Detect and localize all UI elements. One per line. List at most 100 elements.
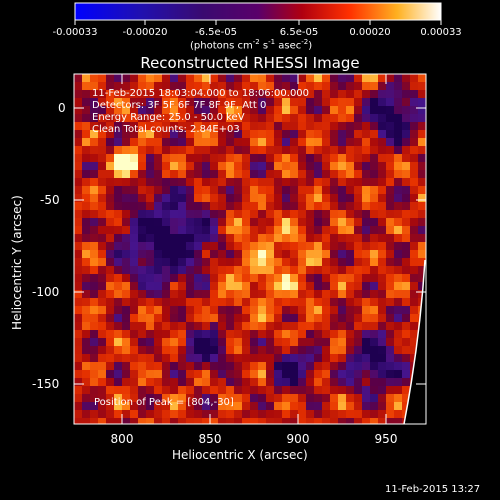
- heatmap-cell: [378, 354, 386, 362]
- heatmap-cell: [338, 162, 346, 170]
- heatmap-cell: [82, 146, 90, 154]
- heatmap-cell: [354, 394, 362, 402]
- heatmap-cell: [330, 338, 338, 346]
- heatmap-cell: [322, 234, 330, 242]
- heatmap-cell: [290, 122, 298, 130]
- heatmap-cell: [298, 170, 306, 178]
- heatmap-cell: [186, 250, 194, 258]
- heatmap-cell: [418, 194, 426, 202]
- heatmap-cell: [250, 98, 258, 106]
- heatmap-cell: [298, 274, 306, 282]
- heatmap-cell: [370, 106, 378, 114]
- heatmap-cell: [82, 138, 90, 146]
- heatmap-cell: [122, 178, 130, 186]
- heatmap-cell: [394, 410, 402, 418]
- heatmap-cell: [362, 98, 370, 106]
- heatmap-cell: [106, 410, 114, 418]
- heatmap-cell: [194, 114, 202, 122]
- heatmap-cell: [346, 122, 354, 130]
- heatmap-cell: [154, 378, 162, 386]
- heatmap-cell: [74, 122, 82, 130]
- heatmap-cell: [218, 410, 226, 418]
- heatmap-cell: [178, 98, 186, 106]
- heatmap-cell: [202, 122, 210, 130]
- heatmap-cell: [242, 266, 250, 274]
- heatmap-cell: [402, 330, 410, 338]
- heatmap-cell: [386, 218, 394, 226]
- heatmap-cell: [138, 306, 146, 314]
- heatmap-cell: [202, 282, 210, 290]
- heatmap-cell: [282, 98, 290, 106]
- heatmap-cell: [170, 410, 178, 418]
- heatmap-cell: [146, 170, 154, 178]
- heatmap-cell: [394, 106, 402, 114]
- heatmap-cell: [290, 370, 298, 378]
- heatmap-cell: [282, 146, 290, 154]
- heatmap-cell: [74, 362, 82, 370]
- heatmap-cell: [274, 386, 282, 394]
- heatmap-cell: [354, 242, 362, 250]
- heatmap-cell: [122, 314, 130, 322]
- heatmap-cell: [194, 322, 202, 330]
- heatmap-cell: [354, 402, 362, 410]
- heatmap-cell: [202, 98, 210, 106]
- heatmap-cell: [130, 282, 138, 290]
- heatmap-cell: [402, 402, 410, 410]
- heatmap-cell: [394, 362, 402, 370]
- heatmap-cell: [266, 266, 274, 274]
- heatmap-cell: [314, 410, 322, 418]
- heatmap-cell: [346, 386, 354, 394]
- heatmap-cell: [362, 178, 370, 186]
- heatmap-cell: [354, 194, 362, 202]
- heatmap-cell: [242, 378, 250, 386]
- heatmap-cell: [138, 410, 146, 418]
- heatmap-cell: [170, 394, 178, 402]
- heatmap-cell: [386, 282, 394, 290]
- heatmap-cell: [282, 346, 290, 354]
- heatmap-cell: [186, 146, 194, 154]
- heatmap-cell: [282, 338, 290, 346]
- heatmap-cell: [314, 154, 322, 162]
- heatmap-cell: [386, 314, 394, 322]
- heatmap-cell: [354, 226, 362, 234]
- heatmap-cell: [402, 154, 410, 162]
- heatmap-cell: [402, 258, 410, 266]
- heatmap-cell: [394, 290, 402, 298]
- heatmap-cell: [410, 290, 418, 298]
- heatmap-cell: [354, 250, 362, 258]
- heatmap-cell: [162, 354, 170, 362]
- heatmap-cell: [210, 354, 218, 362]
- heatmap-cell: [226, 154, 234, 162]
- heatmap-cell: [258, 410, 266, 418]
- heatmap-cell: [410, 282, 418, 290]
- heatmap-cell: [234, 354, 242, 362]
- heatmap-cell: [282, 298, 290, 306]
- heatmap-cell: [106, 74, 114, 82]
- heatmap-cell: [106, 370, 114, 378]
- heatmap-cell: [154, 298, 162, 306]
- heatmap-cell: [130, 82, 138, 90]
- colorbar-tick-label: 0.00020: [349, 27, 391, 38]
- heatmap-cell: [314, 394, 322, 402]
- heatmap-cell: [274, 154, 282, 162]
- heatmap-cell: [202, 242, 210, 250]
- heatmap-cell: [130, 370, 138, 378]
- heatmap-cell: [98, 186, 106, 194]
- heatmap-cell: [362, 202, 370, 210]
- heatmap-cell: [258, 226, 266, 234]
- heatmap-cell: [370, 242, 378, 250]
- heatmap-cell: [250, 178, 258, 186]
- heatmap-cell: [82, 298, 90, 306]
- heatmap-cell: [394, 258, 402, 266]
- heatmap-cell: [330, 306, 338, 314]
- heatmap-cell: [178, 234, 186, 242]
- heatmap-cell: [266, 378, 274, 386]
- heatmap-cell: [114, 170, 122, 178]
- heatmap-cell: [314, 194, 322, 202]
- heatmap-cell: [82, 122, 90, 130]
- colorbar-tick-label: -0.00033: [52, 27, 98, 38]
- heatmap-cell: [202, 234, 210, 242]
- heatmap-cell: [330, 234, 338, 242]
- heatmap-cell: [170, 402, 178, 410]
- heatmap-cell: [362, 354, 370, 362]
